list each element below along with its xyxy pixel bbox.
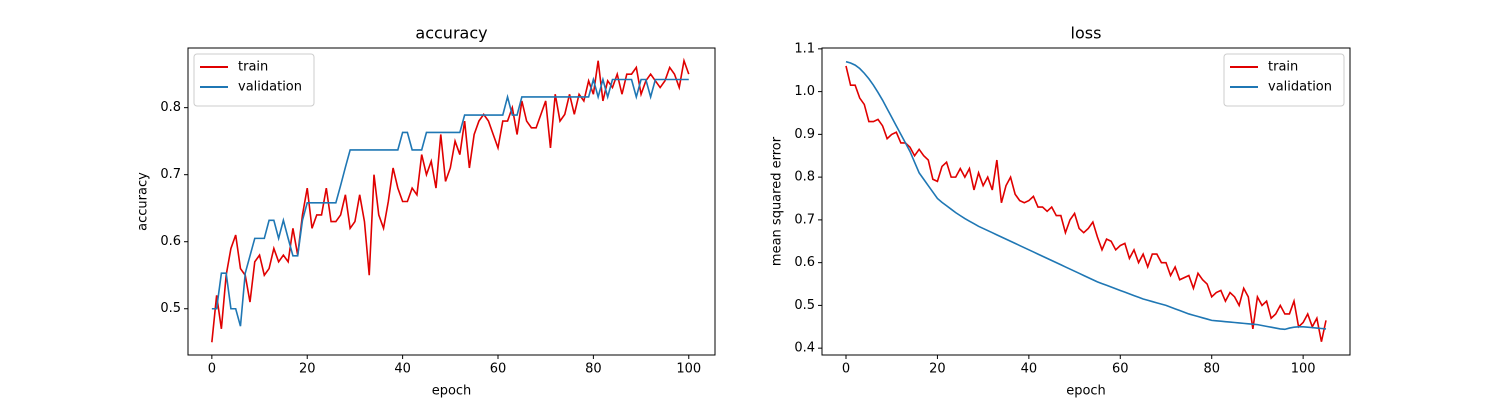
x-tick-label: 80 (585, 362, 602, 377)
y-tick-label: 0.5 (794, 298, 815, 313)
y-axis-label: mean squared error (770, 136, 785, 266)
y-tick-label: 0.4 (794, 341, 815, 356)
line-series (211, 57, 690, 343)
x-tick-label: 80 (1203, 362, 1220, 377)
y-tick-label: 1.0 (794, 84, 815, 99)
chart-title: accuracy (415, 24, 487, 43)
x-tick-label: 100 (1291, 362, 1316, 377)
x-tick-label: 0 (208, 362, 216, 377)
x-tick-label: 20 (299, 362, 316, 377)
y-tick-label: 0.8 (160, 100, 181, 115)
line-series (211, 76, 689, 327)
x-tick-label: 20 (929, 362, 946, 377)
y-tick-label: 0.8 (794, 170, 815, 185)
x-tick-label: 60 (1112, 362, 1129, 377)
legend-label: validation (1268, 80, 1332, 95)
chart-title: loss (1071, 24, 1102, 43)
axes-frame (821, 47, 1351, 356)
y-tick-label: 0.7 (794, 212, 815, 227)
x-tick-label: 100 (676, 362, 701, 377)
x-tick-label: 0 (842, 362, 850, 377)
line-series (845, 65, 1327, 342)
x-tick-label: 60 (490, 362, 507, 377)
y-tick-label: 0.5 (160, 301, 181, 316)
y-tick-label: 0.6 (160, 234, 181, 249)
legend-label: train (238, 60, 268, 75)
x-tick-label: 40 (1021, 362, 1038, 377)
legend-label: train (1268, 60, 1298, 75)
x-tick-label: 40 (394, 362, 411, 377)
x-axis-label: epoch (1066, 384, 1106, 399)
y-tick-label: 0.7 (160, 167, 181, 182)
y-axis-label: accuracy (136, 172, 151, 231)
y-tick-label: 0.6 (794, 255, 815, 270)
y-tick-label: 1.1 (794, 41, 815, 56)
legend-label: validation (238, 80, 302, 95)
x-axis-label: epoch (432, 384, 472, 399)
y-tick-label: 0.9 (794, 127, 815, 142)
axes-frame (187, 47, 716, 356)
line-series (845, 60, 1327, 331)
